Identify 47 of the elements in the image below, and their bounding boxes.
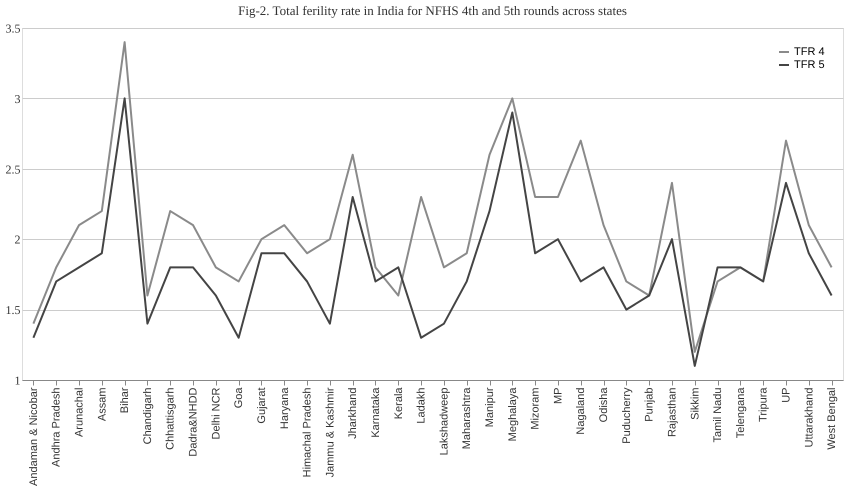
x-tick-label: Gujarat bbox=[256, 388, 268, 424]
x-tick-label: Goa bbox=[233, 386, 246, 408]
legend-label: TFR 5 bbox=[794, 59, 825, 71]
x-tick-label: Arunachal bbox=[74, 388, 86, 438]
x-tick-label: Chandigarh bbox=[142, 388, 154, 444]
y-tick-label: 2 bbox=[14, 232, 20, 247]
x-tick-label: Jharkhand bbox=[347, 388, 360, 439]
x-tick-label: Himachal Pradesh bbox=[302, 388, 314, 478]
x-tick-label: Andaman & Nicobar bbox=[28, 387, 40, 486]
x-tick-label: Puducherry bbox=[620, 387, 633, 444]
x-tick-label: Maharashtra bbox=[461, 386, 474, 450]
x-tick-label: Kerala bbox=[392, 386, 405, 420]
x-tick-label: Nagaland bbox=[575, 388, 588, 435]
x-tick-label: Lakshadweep bbox=[438, 388, 450, 456]
x-tick-label: Tripura bbox=[758, 386, 770, 422]
chart-title: Fig-2. Total ferility rate in India for NFHS 4th and 5th rounds across states bbox=[238, 3, 627, 18]
x-tick-label: MP bbox=[552, 388, 564, 404]
y-tick-label: 1 bbox=[14, 374, 20, 388]
line-series bbox=[32, 41, 833, 353]
x-tick-label: Rajasthan bbox=[666, 388, 678, 438]
y-tick-label: 2.5 bbox=[6, 162, 20, 176]
x-tick-label: Assam bbox=[96, 388, 108, 422]
x-tick-label: Haryana bbox=[278, 386, 291, 430]
x-tick-label: Andhra Pradesh bbox=[50, 388, 63, 467]
x-tick-label: Ladakh bbox=[416, 388, 428, 424]
x-tick-label: Meghalaya bbox=[506, 386, 519, 442]
line-series bbox=[32, 97, 833, 367]
y-tick-label: 3 bbox=[14, 92, 20, 106]
x-tick-label: Tamil Nadu bbox=[712, 388, 724, 443]
legend-label: TFR 4 bbox=[794, 46, 825, 58]
x-tick-label: UP bbox=[780, 388, 792, 403]
y-tick-label: 1.5 bbox=[6, 303, 20, 318]
x-tick-label: Odisha bbox=[598, 386, 610, 422]
x-tick-label: Dadra&NHDD bbox=[188, 387, 200, 457]
x-tick-label: Chhattisgarh bbox=[164, 388, 177, 450]
x-tick-label: Delhi NCR bbox=[210, 387, 222, 440]
x-tick-label: West Bengal bbox=[826, 388, 838, 450]
x-tick-label: Manipur bbox=[484, 387, 496, 428]
x-tick-label: Bihar bbox=[119, 387, 132, 414]
x-tick-label: Telengana bbox=[734, 386, 747, 438]
x-tick-label: Mizoram bbox=[530, 388, 542, 430]
x-tick-label: Jammu & Kashmir bbox=[324, 387, 336, 478]
x-tick-label: Uttarakhand bbox=[803, 388, 816, 448]
y-tick-label: 3.5 bbox=[6, 22, 20, 36]
x-tick-label: Sikkim bbox=[689, 388, 702, 420]
x-tick-label: Punjab bbox=[644, 388, 656, 422]
x-tick-label: Karnataka bbox=[370, 386, 382, 438]
